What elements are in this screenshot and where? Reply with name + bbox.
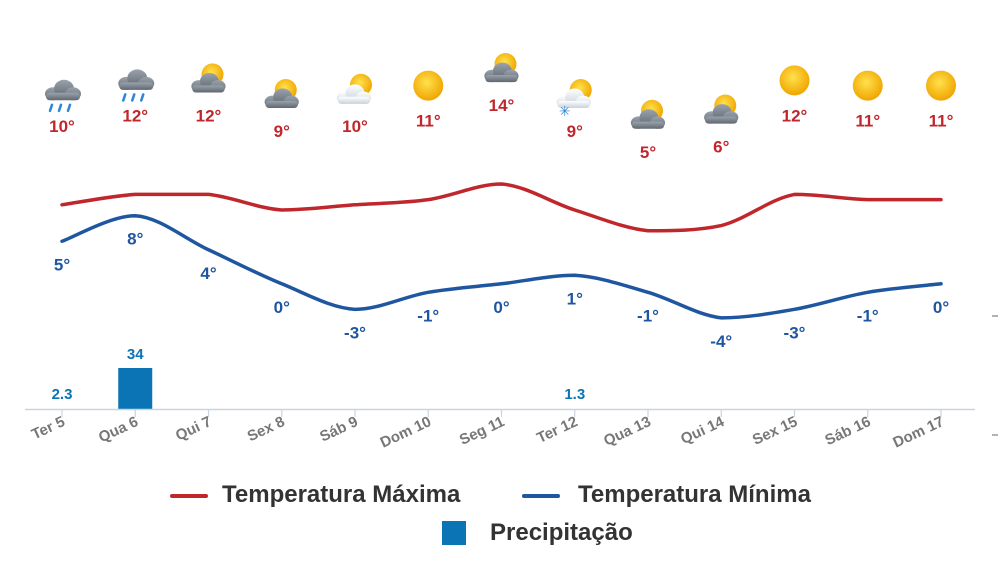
- raindrop: [140, 93, 145, 102]
- max-temp-label: 9°: [567, 122, 583, 141]
- sun-icon: [779, 65, 810, 96]
- min-temp-label: 0°: [274, 298, 290, 317]
- x-tick-label: Qui 14: [678, 413, 727, 448]
- legend-precip-swatch: [442, 521, 466, 545]
- precip-label: 34: [127, 346, 144, 363]
- x-tick-label: Dom 10: [378, 413, 434, 451]
- x-tick-label: Qua 6: [96, 413, 141, 446]
- legend-min-label: Temperatura Mínima: [578, 481, 811, 508]
- x-tick-label: Dom 17: [890, 413, 946, 451]
- x-tick-label: Qua 13: [601, 413, 654, 450]
- sun-behind-light-cloud-icon: [336, 73, 372, 104]
- x-tick-label: Sáb 9: [317, 413, 360, 445]
- max-temp-label: 11°: [855, 112, 880, 131]
- precip-label: 1.3: [564, 386, 585, 403]
- x-tick-label: Seg 11: [457, 413, 507, 449]
- max-temp-label: 6°: [713, 138, 729, 157]
- max-temp-label: 11°: [416, 112, 441, 131]
- cloud-base: [265, 100, 298, 109]
- min-temp-line: [60, 213, 943, 320]
- raindrop: [57, 103, 63, 113]
- x-tick-label: Sex 15: [750, 413, 800, 449]
- min-temp-label: -1°: [857, 306, 879, 325]
- max-temp-label: 10°: [342, 117, 368, 136]
- sun-icon: [413, 70, 444, 101]
- rain-cloud-icon: [45, 79, 81, 113]
- max-temp-label: 5°: [640, 143, 656, 162]
- cloud-base: [192, 85, 225, 93]
- max-temp-label: 12°: [122, 106, 148, 125]
- partly-cloudy-icon: [191, 63, 226, 93]
- max-temp-label: 9°: [274, 122, 290, 141]
- min-temp-label: -3°: [344, 323, 366, 342]
- min-temp-label: -4°: [710, 332, 732, 351]
- max-temp-label: 11°: [929, 112, 954, 131]
- min-temp-label: 0°: [933, 298, 949, 317]
- sun-icon: [926, 70, 956, 101]
- cloud-shape: [191, 72, 226, 93]
- min-temp-label: 4°: [200, 264, 216, 283]
- min-temp-label: 8°: [127, 230, 143, 249]
- snowflake: ✳: [559, 104, 571, 120]
- precip-bar: [118, 368, 153, 409]
- min-temp-label: -1°: [417, 306, 439, 325]
- max-temp-label: 12°: [782, 106, 808, 125]
- max-temp-label: 14°: [489, 96, 515, 115]
- cloud-shape: [484, 62, 519, 83]
- cloud-shape: [556, 88, 591, 109]
- legend-max-swatch: [170, 494, 208, 498]
- cloud-base: [705, 116, 738, 124]
- min-temp-label: -1°: [637, 306, 659, 325]
- sun-disc: [852, 70, 883, 101]
- max-temp-line: [60, 182, 943, 233]
- sun-disc: [413, 70, 444, 101]
- legend-precip-label: Precipitação: [490, 519, 633, 546]
- raindrop: [48, 103, 54, 113]
- cloud-shape: [118, 69, 155, 90]
- x-tick-label: Ter 5: [29, 413, 68, 443]
- min-temp-label: 0°: [493, 298, 509, 317]
- raindrop: [66, 103, 72, 113]
- cloud-shape: [336, 84, 372, 104]
- partly-cloudy-icon: [704, 94, 739, 124]
- min-temp-label: 1°: [567, 289, 583, 308]
- min-temp-label: -3°: [784, 323, 806, 342]
- x-tick-label: Ter 12: [534, 413, 580, 447]
- legend-max-label: Temperatura Máxima: [222, 481, 461, 508]
- cloud-base: [119, 82, 154, 90]
- cloud-base: [631, 121, 665, 129]
- rain-cloud-icon: [118, 69, 155, 102]
- partly-cloudy-icon: [630, 99, 666, 129]
- min-temp-label: 5°: [54, 255, 70, 274]
- cloud-base: [485, 74, 518, 83]
- cloud-shape: [45, 79, 81, 101]
- partly-cloudy-icon: [264, 78, 299, 109]
- cloud-base: [337, 96, 371, 104]
- cloud-shape: [704, 104, 739, 124]
- cloud-base: [46, 92, 80, 101]
- snow-sun-cloud-icon: ✳: [556, 78, 592, 120]
- sun-disc: [926, 70, 956, 101]
- raindrop: [122, 93, 127, 102]
- x-tick-label: Qui 7: [173, 413, 214, 444]
- x-tick-label: Sex 8: [245, 413, 288, 445]
- precip-label: 2.3: [52, 386, 73, 403]
- max-temp-label: 10°: [49, 117, 75, 136]
- cloud-shape: [630, 109, 666, 129]
- x-tick-label: Sáb 16: [822, 413, 873, 449]
- partly-cloudy-icon: [484, 53, 519, 83]
- raindrop: [131, 93, 136, 102]
- sun-icon: [852, 70, 883, 101]
- legend-min-swatch: [522, 494, 560, 498]
- max-temp-label: 12°: [196, 106, 222, 125]
- sun-disc: [779, 65, 810, 96]
- cloud-shape: [264, 88, 299, 109]
- cloud-base: [557, 100, 590, 109]
